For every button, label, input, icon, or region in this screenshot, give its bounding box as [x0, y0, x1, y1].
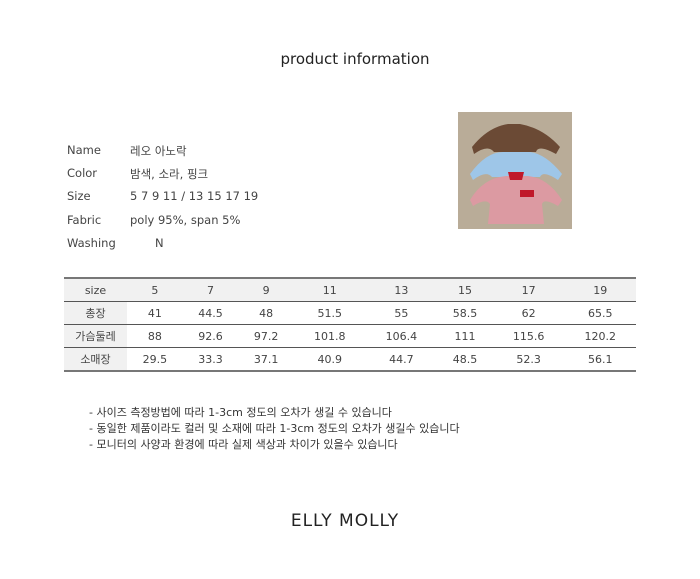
table-cell: 115.6 [492, 324, 565, 348]
table-cell: 48.5 [437, 347, 493, 372]
info-value: N [155, 235, 164, 250]
table-cell: 44.5 [182, 301, 239, 325]
table-row: 총장 41 44.5 48 51.5 55 58.5 62 65.5 [64, 301, 636, 325]
table-header-cell: size [64, 278, 127, 302]
table-cell: 52.3 [492, 347, 565, 372]
table-cell: 92.6 [182, 324, 239, 348]
table-header-cell: 17 [492, 278, 565, 302]
row-label: 총장 [64, 301, 127, 325]
info-label: Size [67, 189, 91, 204]
table-cell: 51.5 [294, 301, 366, 325]
table-header-cell: 7 [182, 278, 239, 302]
table-cell: 120.2 [564, 324, 636, 348]
table-header-cell: 5 [127, 278, 183, 302]
table-cell: 65.5 [564, 301, 636, 325]
table-cell: 33.3 [182, 347, 239, 372]
note-line: - 동일한 제품이라도 컬러 및 소재에 따라 1-3cm 정도의 오차가 생길… [89, 422, 460, 435]
info-label: Color [67, 166, 98, 181]
brand-logo: ELLY MOLLY [290, 511, 400, 531]
info-value: 밤색, 소라, 핑크 [130, 167, 209, 182]
note-line: - 사이즈 측정방법에 따라 1-3cm 정도의 오차가 생길 수 있습니다 [89, 406, 392, 419]
table-header-cell: 9 [238, 278, 295, 302]
table-cell: 106.4 [365, 324, 438, 348]
table-cell: 111 [437, 324, 493, 348]
note-line: - 모니터의 사양과 환경에 따라 실제 색상과 차이가 있을수 있습니다 [89, 438, 398, 451]
info-label: Fabric [67, 212, 102, 227]
row-label: 소매장 [64, 347, 127, 372]
product-photo [458, 112, 572, 229]
info-label: Washing [67, 235, 116, 250]
table-cell: 56.1 [564, 347, 636, 372]
product-info: Name 레오 아노락 Color 밤색, 소라, 핑크 Size 5 7 9 11 … [67, 143, 258, 259]
info-row: Size 5 7 9 11 / 13 15 17 19 [67, 189, 258, 212]
info-value: poly 95%, span 5% [130, 212, 241, 227]
table-cell: 29.5 [127, 347, 183, 372]
table-header-cell: 19 [564, 278, 636, 302]
table-cell: 37.1 [238, 347, 295, 372]
table-cell: 41 [127, 301, 183, 325]
table-header-cell: 13 [365, 278, 438, 302]
table-row: 가슴둘레 88 92.6 97.2 101.8 106.4 111 115.6 120.2 [64, 324, 636, 348]
info-row: Washing N [67, 236, 258, 259]
table-cell: 55 [365, 301, 438, 325]
info-label: Name [67, 143, 101, 157]
info-row: Fabric poly 95%, span 5% [67, 213, 258, 236]
size-table: size 5 7 9 11 13 15 17 19 총장 41 44.5 48 51.5 55 58.5 62… [64, 277, 636, 372]
table-cell: 88 [127, 324, 183, 348]
info-row: Color 밤색, 소라, 핑크 [67, 166, 258, 189]
table-cell: 101.8 [294, 324, 366, 348]
table-cell: 97.2 [238, 324, 295, 348]
notes: - 사이즈 측정방법에 따라 1-3cm 정도의 오차가 생길 수 있습니다 -… [89, 405, 460, 453]
row-label: 가슴둘레 [64, 324, 127, 348]
table-cell: 44.7 [365, 347, 438, 372]
info-value: 5 7 9 11 / 13 15 17 19 [130, 189, 259, 204]
info-value: 레오 아노락 [130, 144, 187, 158]
table-cell: 58.5 [437, 301, 493, 325]
page-title: product information [280, 50, 430, 68]
table-row: 소매장 29.5 33.3 37.1 40.9 44.7 48.5 52.3 56.1 [64, 347, 636, 372]
table-cell: 62 [492, 301, 565, 325]
table-header-cell: 11 [294, 278, 366, 302]
table-cell: 48 [238, 301, 295, 325]
info-row: Name 레오 아노락 [67, 143, 258, 166]
table-header-row: size 5 7 9 11 13 15 17 19 [64, 278, 636, 302]
table-cell: 40.9 [294, 347, 366, 372]
table-header-cell: 15 [437, 278, 493, 302]
